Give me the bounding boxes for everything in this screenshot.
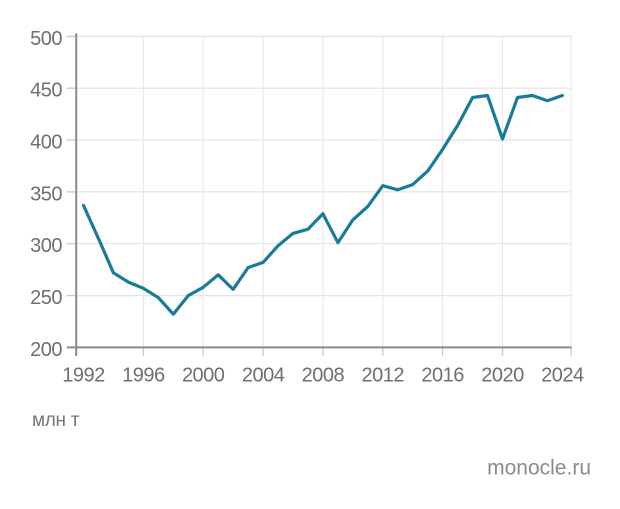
svg-text:2012: 2012: [362, 365, 405, 387]
svg-text:200: 200: [30, 339, 62, 361]
svg-text:2004: 2004: [242, 365, 285, 387]
svg-text:350: 350: [30, 183, 62, 205]
svg-text:300: 300: [30, 235, 62, 257]
svg-text:400: 400: [30, 132, 62, 154]
svg-text:2016: 2016: [421, 365, 464, 387]
svg-text:млн т: млн т: [32, 410, 80, 431]
svg-text:500: 500: [30, 28, 62, 50]
svg-text:2008: 2008: [302, 365, 345, 387]
svg-text:2020: 2020: [481, 365, 524, 387]
svg-text:250: 250: [30, 287, 62, 309]
svg-text:1992: 1992: [62, 365, 105, 387]
svg-text:2024: 2024: [541, 365, 584, 387]
svg-text:1996: 1996: [122, 365, 165, 387]
svg-text:2000: 2000: [182, 365, 225, 387]
svg-text:monocle.ru: monocle.ru: [487, 457, 591, 480]
svg-text:450: 450: [30, 80, 62, 102]
